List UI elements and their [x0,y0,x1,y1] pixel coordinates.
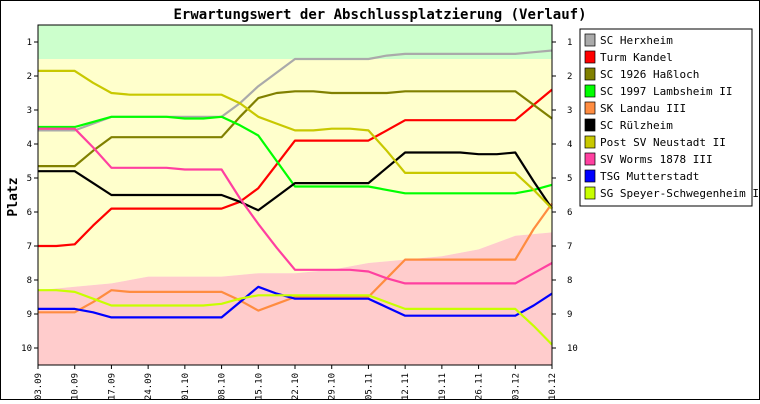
series-line-2 [38,88,553,248]
legend-label: Turm Kandel [600,51,673,64]
x-tick-label: 12.11 [401,373,411,400]
legend-label: SC 1997 Lambsheim II [600,85,732,98]
y-axis-label: Platz [6,177,21,216]
legend-swatch [584,33,596,47]
x-tick-label: 22.10 [291,373,301,400]
legend-swatch [584,186,596,200]
y-tick-label-left: 7 [27,242,32,252]
legend-label: SV Worms 1878 III [600,153,713,166]
series-line-8 [38,127,553,285]
legend-swatch [584,67,596,81]
x-tick-label: 19.11 [438,373,448,400]
legend-label: SC Rülzheim [600,119,673,132]
series-line-4 [38,115,553,195]
series-line-7 [38,69,553,210]
y-tick-label-right: 2 [567,72,572,82]
y-tick-label-left: 4 [27,140,32,150]
y-tick-label-left: 9 [27,310,32,320]
y-tick-label-left: 3 [27,106,32,116]
y-tick-label-left: 2 [27,72,32,82]
x-tick-label: 05.11 [364,373,374,400]
y-tick-label-left: 10 [21,344,32,354]
legend-swatch [584,135,596,149]
x-tick-label: 24.09 [144,373,154,400]
x-tick-label: 15.10 [254,373,264,400]
axes: 1 1 2 2 3 3 4 4 5 5 6 6 7 7 8 8 9 9 10 10 03.09 10.09 17.09 24.… [21,24,578,400]
x-tick-label: 03.09 [34,373,44,400]
y-tick-label-right: 9 [567,310,572,320]
series-line-10 [38,289,553,346]
x-tick-label: 29.10 [328,373,338,400]
x-tick-label: 17.09 [107,373,117,400]
legend-label: SC 1926 Haßloch [600,68,699,81]
y-tick-label-right: 3 [567,106,572,116]
y-tick-label-right: 8 [567,276,572,286]
x-tick-label: 10.12 [548,373,558,400]
y-tick-label-left: 6 [27,208,32,218]
series-line-9 [38,285,553,319]
x-tick-label: 26.11 [475,373,485,400]
legend-swatch [584,118,596,132]
x-tick-label: 01.10 [181,373,191,400]
y-tick-label-right: 7 [567,242,572,252]
chart-title: Erwartungswert der Abschlussplatzierung … [173,7,586,23]
x-tick-label: 08.10 [218,373,228,400]
legend-label: TSG Mutterstadt [600,170,699,183]
y-tick-label-right: 1 [567,38,572,48]
legend-label: Post SV Neustadt II [600,136,726,149]
series-line-6 [38,151,553,212]
legend-label: SK Landau III [600,102,686,115]
y-tick-label-right: 4 [567,140,572,150]
legend-swatch [584,84,596,98]
legend-swatch [584,169,596,183]
series-lines [38,49,553,346]
series-line-5 [38,202,553,314]
y-tick-label-right: 5 [567,174,572,184]
legend-box [579,28,753,207]
legend-label: SG Speyer-Schwegenheim II [600,187,760,200]
legend-label: SC Herxheim [600,34,673,47]
y-tick-label-right: 10 [567,344,578,354]
y-tick-label-right: 6 [567,208,572,218]
legend: SC Herxheim Turm Kandel SC 1926 Haßloch SC … [579,28,760,207]
band-aufstieg [38,25,552,59]
x-tick-label: 10.09 [71,373,81,400]
y-tick-label-left: 8 [27,276,32,286]
legend-swatch [584,101,596,115]
legend-swatch [584,50,596,64]
y-tick-label-left: 1 [27,38,32,48]
series-line-3 [38,90,553,168]
legend-swatch [584,152,596,166]
y-tick-label-left: 5 [27,174,32,184]
x-tick-label: 03.12 [511,373,521,400]
